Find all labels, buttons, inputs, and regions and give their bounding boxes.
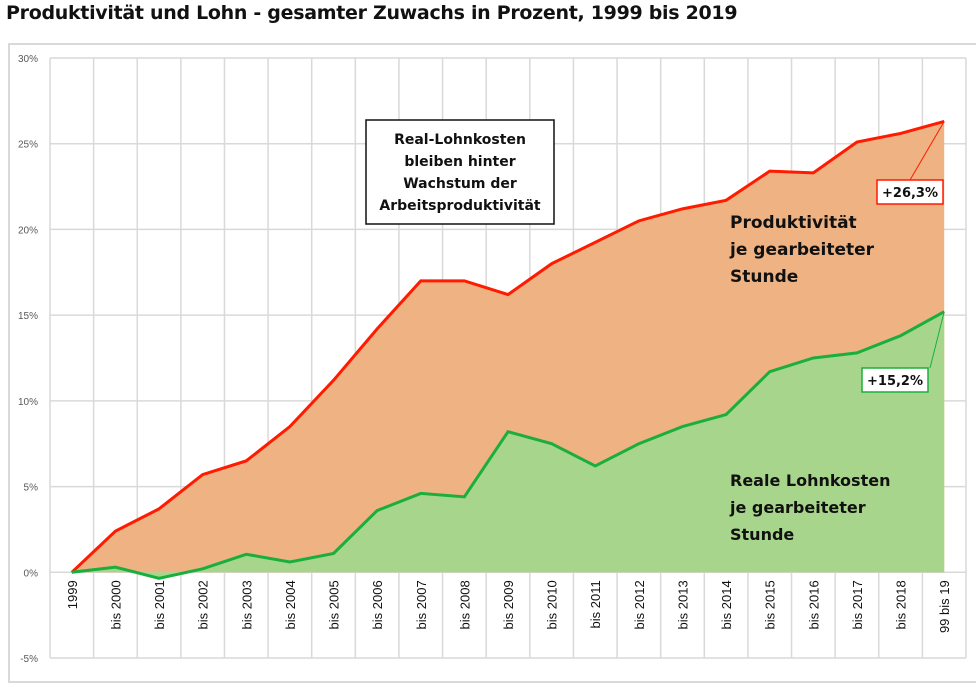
productivity-label: Stunde (730, 267, 798, 287)
wage-end-box (861, 367, 929, 393)
annotation-box-line: Real-Lohnkosten (394, 132, 526, 148)
x-tick-label: bis 2012 (632, 580, 647, 629)
wage-callout-line (929, 311, 945, 369)
x-tick-label: bis 2009 (501, 580, 516, 629)
areas (71, 121, 945, 579)
x-tick-label: bis 2018 (894, 580, 909, 629)
y-tick-label: 15% (18, 311, 38, 322)
y-ticks: -5% 0% 5% 10% 15% 20% 25% 30% (18, 54, 38, 664)
x-tick-label: bis 2000 (108, 580, 123, 629)
x-tick-label: bis 2013 (675, 580, 690, 629)
wage-area (71, 311, 945, 579)
y-tick-label: 5% (24, 483, 39, 494)
chart-title: Produktivität und Lohn - gesamter Zuwach… (6, 2, 738, 24)
wage-label: je gearbeiteter (729, 498, 866, 517)
y-tick-label: -5% (20, 654, 38, 664)
wage-end-label: +15,2% (867, 374, 923, 389)
y-tick-label: 10% (18, 397, 38, 408)
x-tick-label: bis 2011 (588, 580, 603, 628)
x-tick-label: bis 2006 (370, 580, 385, 629)
wage-label: Reale Lohnkosten (730, 471, 890, 490)
x-tick-label: bis 2005 (327, 580, 342, 629)
x-tick-label: bis 2010 (545, 580, 560, 629)
annotation-box-line: bleiben hinter (404, 154, 515, 170)
productivity-label: je gearbeiteter (729, 240, 875, 260)
lines (70, 119, 945, 580)
annotation-box-line: Arbeitsproduktivität (379, 198, 540, 214)
y-tick-label: 25% (18, 140, 38, 151)
x-tick-label: bis 2015 (763, 580, 778, 629)
y-tick-label: 30% (18, 54, 38, 65)
productivity-end-label: +26,3% (882, 186, 938, 201)
wage-line (71, 310, 945, 580)
x-tick-label: bis 2002 (196, 580, 211, 629)
productivity-end-box (876, 179, 944, 205)
y-tick-label: 0% (24, 568, 39, 579)
y-tick-label: 20% (18, 225, 38, 236)
x-tick-label: bis 2017 (850, 580, 865, 629)
x-tick-label: 1999 (65, 580, 80, 609)
productivity-label: Produktivität (730, 213, 857, 233)
annotation-box-line: Wachstum der (403, 176, 517, 192)
x-tick-label: bis 2016 (806, 580, 821, 629)
x-tick-label: 99 bis 19 (937, 580, 952, 633)
x-tick-label: bis 2008 (457, 580, 472, 629)
productivity-line (70, 119, 945, 574)
x-tick-label: bis 2003 (239, 580, 254, 629)
x-tick-label: bis 2001 (152, 580, 167, 629)
x-tick-label: bis 2007 (414, 580, 429, 629)
x-ticks: 1999 bis 2000 bis 2001 bis 2002 bis 2003 bis … (65, 580, 952, 633)
annotation-box (365, 119, 555, 225)
annotations: Real-Lohnkosten bleiben hinter Wachstum de… (365, 119, 945, 544)
productivity-callout-line (909, 121, 945, 181)
wage-label: Stunde (730, 525, 794, 544)
x-tick-label: bis 2004 (283, 580, 298, 629)
chart: -5% 0% 5% 10% 15% 20% 25% 30% 1999 bis 2000 bis 2… (18, 54, 967, 664)
x-tick-label: bis 2014 (719, 580, 734, 629)
